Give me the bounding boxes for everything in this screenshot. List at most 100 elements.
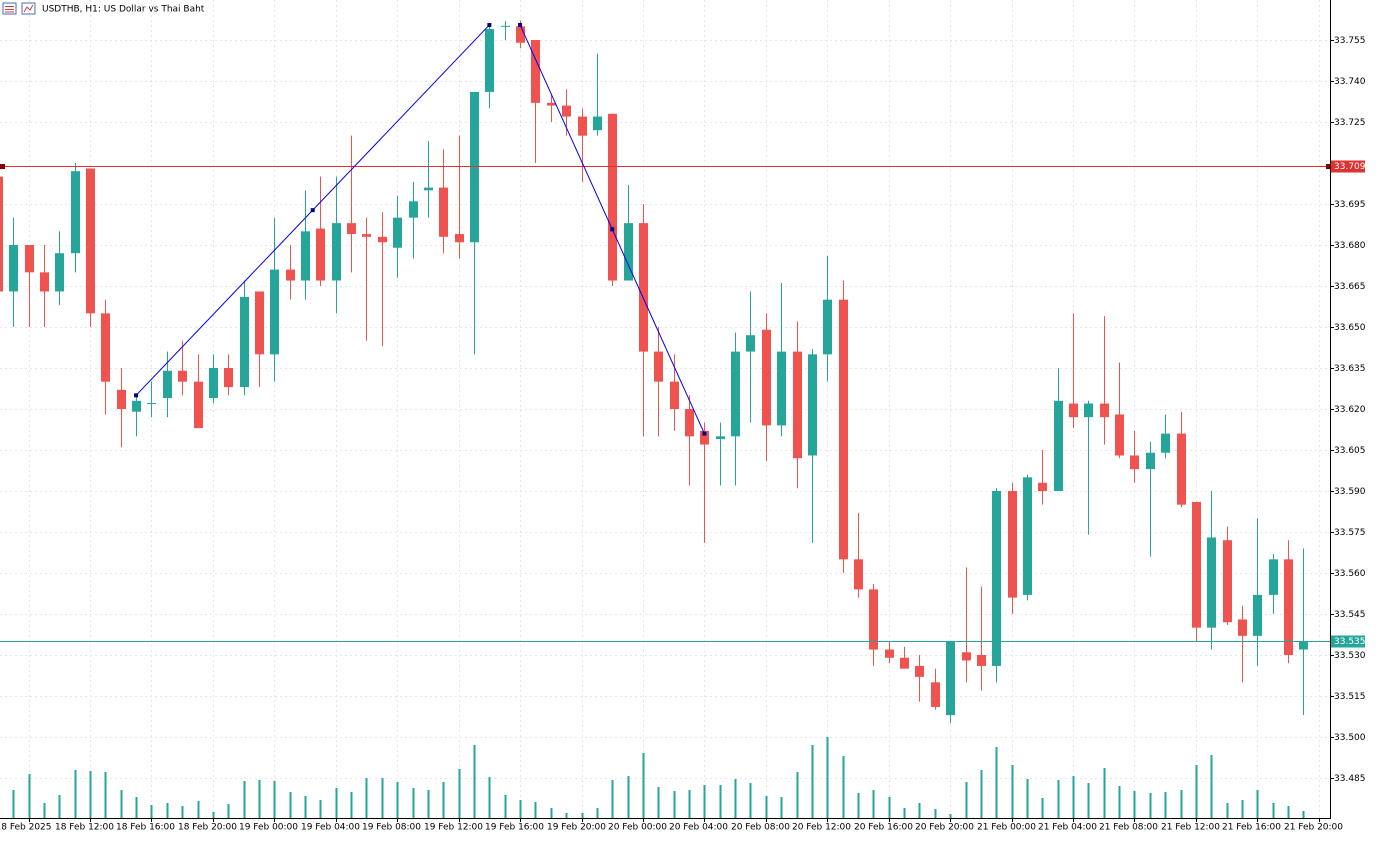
candle-body: [762, 329, 771, 426]
candle-body: [301, 231, 310, 281]
x-tick-label: 18 Feb 16:00: [116, 823, 175, 833]
candle-body: [1084, 403, 1093, 418]
candle-body: [931, 682, 940, 707]
candle-body: [854, 559, 863, 590]
trendline-handle: [310, 208, 315, 213]
grid: [0, 0, 1330, 818]
x-tick-label: 20 Feb 08:00: [731, 823, 790, 833]
y-tick-label: 33.590: [1334, 487, 1366, 497]
candle-body: [409, 201, 418, 218]
candle-body: [731, 351, 740, 437]
x-tick-label: 19 Feb 20:00: [547, 823, 606, 833]
y-tick-label: 33.500: [1334, 733, 1366, 743]
trendline-handle: [518, 22, 523, 27]
candle-body: [455, 234, 464, 243]
x-tick-label: 20 Feb 00:00: [608, 823, 667, 833]
overlays: [0, 22, 1331, 642]
candle-body: [1223, 540, 1232, 623]
price-label: 33.709: [1334, 162, 1366, 172]
y-tick-label: 33.575: [1334, 528, 1366, 538]
y-tick-label: 33.560: [1334, 569, 1366, 579]
candle-body: [1054, 400, 1063, 491]
candle-body: [0, 176, 3, 292]
candle-body: [286, 269, 295, 281]
icon-list[interactable]: [2, 2, 17, 15]
y-tick-label: 33.485: [1334, 774, 1366, 784]
candle-body: [163, 370, 172, 399]
candle-body: [1008, 491, 1017, 598]
candle-body: [1161, 433, 1170, 453]
candle-body: [992, 491, 1001, 666]
trendline-handle: [702, 431, 707, 436]
x-tick-label: 19 Feb 08:00: [362, 823, 421, 833]
candle-body: [1253, 594, 1262, 636]
candle-body: [700, 430, 709, 445]
candle-body: [332, 223, 341, 281]
x-tick-label: 21 Feb 12:00: [1161, 823, 1220, 833]
x-tick-label: 19 Feb 00:00: [239, 823, 298, 833]
x-tick-label: 18 Feb 20:00: [178, 823, 237, 833]
candle-body: [393, 217, 402, 248]
axes: 33.485 33.500 33.515 33.530 33.545 33.560 33.5…: [0, 36, 1366, 833]
candle-body: [1192, 501, 1201, 628]
y-tick-label: 33.515: [1334, 692, 1366, 702]
candle-body: [270, 269, 279, 355]
candle-body: [40, 272, 49, 292]
candle-body: [654, 351, 663, 382]
candle-body: [746, 335, 755, 352]
icon-line: [23, 4, 34, 13]
symbol-title: USDTHB, H1: US Dollar vs Thai Baht: [42, 5, 205, 15]
y-tick-label: 33.755: [1334, 36, 1366, 46]
candle-body: [209, 368, 218, 399]
candle-body: [823, 299, 832, 355]
candle-body: [1269, 559, 1278, 595]
candle-body: [378, 236, 387, 243]
candle-body: [1115, 414, 1124, 456]
y-tick-label: 33.740: [1334, 77, 1366, 87]
candle-body: [224, 368, 233, 388]
candle-body: [178, 370, 187, 382]
candle-body: [316, 228, 325, 281]
y-tick-label: 33.665: [1334, 282, 1366, 292]
candle-body: [194, 381, 203, 429]
candle-body: [869, 589, 878, 650]
trendline-handle: [610, 227, 615, 232]
candle-body: [516, 26, 525, 43]
candle-body: [578, 116, 587, 136]
x-tick-label: 19 Feb 16:00: [485, 823, 544, 833]
candle-body: [240, 296, 249, 388]
y-tick-label: 33.530: [1334, 651, 1366, 661]
candle-body: [1284, 559, 1293, 655]
candle-body: [362, 234, 371, 237]
y-tick-label: 33.605: [1334, 446, 1366, 456]
x-tick-label: 20 Feb 04:00: [669, 823, 728, 833]
candle-body: [716, 436, 725, 440]
candle-body: [1130, 455, 1139, 470]
candle-body: [946, 641, 955, 716]
price-label-box: [1331, 160, 1365, 173]
x-tick-label: 20 Feb 20:00: [915, 823, 974, 833]
candle-body: [808, 354, 817, 456]
candle-body: [777, 351, 786, 426]
candle-body: [839, 299, 848, 560]
price-label: 33.535: [1334, 637, 1366, 647]
candles: [0, 20, 1308, 724]
trendline-handle: [134, 393, 139, 398]
candle-body: [9, 245, 18, 292]
candle-body: [117, 389, 126, 409]
candle-body: [470, 91, 479, 243]
header: USDTHB, H1: US Dollar vs Thai Baht: [2, 2, 205, 15]
candle-body: [1038, 482, 1047, 491]
candle-body: [915, 665, 924, 677]
candle-body: [1069, 403, 1078, 418]
candle-body: [424, 187, 433, 191]
candle-body: [900, 657, 909, 669]
candle-body: [1207, 537, 1216, 628]
x-tick-label: 20 Feb 12:00: [792, 823, 851, 833]
candle-body: [962, 652, 971, 661]
y-tick-label: 33.650: [1334, 323, 1366, 333]
candle-body: [439, 187, 448, 237]
candle-body: [1177, 433, 1186, 505]
x-tick-label: 21 Feb 00:00: [977, 823, 1036, 833]
candle-body: [1023, 477, 1032, 595]
